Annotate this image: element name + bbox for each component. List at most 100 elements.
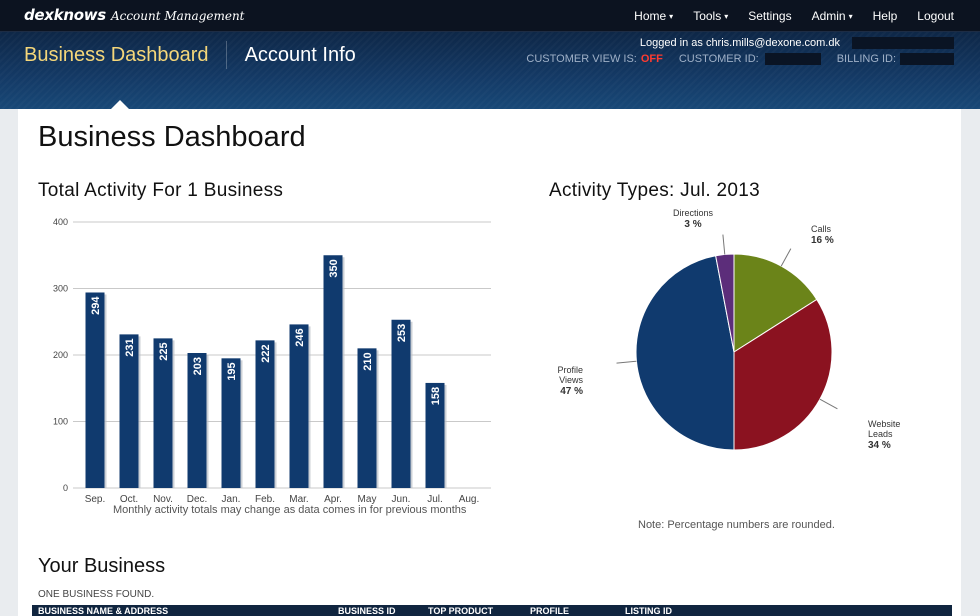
account-info-box: Logged in as chris.mills@dexone.com.dk C…: [526, 37, 954, 65]
pie-slice-name: Directions: [673, 208, 714, 218]
nav-help[interactable]: Help: [872, 9, 898, 23]
pie-slice: [733, 253, 818, 353]
tab-account-info[interactable]: Account Info: [244, 43, 356, 66]
app-subtitle: Account Management: [110, 9, 245, 23]
pie-slice-name: Profile: [557, 365, 583, 375]
x-tick-label: Jul.: [427, 494, 443, 505]
activity-chart-title: Total Activity For 1 Business: [38, 180, 284, 201]
types-note: Note: Percentage numbers are rounded.: [638, 519, 835, 531]
pie-leader-line: [780, 248, 792, 267]
bar: [255, 340, 275, 488]
pie-slice: [635, 255, 735, 451]
chevron-down-icon: ▾: [669, 12, 674, 21]
pie-slice-percent: 3 %: [684, 219, 701, 230]
bar-value-label: 225: [158, 342, 170, 360]
content-panel: Business Dashboard Total Activity For 1 …: [18, 109, 961, 616]
x-tick-label: May: [358, 494, 377, 505]
pie-leader-line: [819, 398, 838, 410]
pie-slice-name: Website: [868, 419, 900, 429]
bar-value-label: 246: [294, 328, 306, 346]
business-count: ONE BUSINESS FOUND.: [38, 589, 155, 600]
bar-chart: 0 100 200 300 400 294 Sep. 231 Oct. 225 Nov. 203 Dec…: [53, 217, 491, 505]
bar-value-label: 253: [396, 324, 408, 342]
bar-value-label: 350: [328, 259, 340, 277]
x-tick-label: Aug.: [459, 494, 480, 505]
pie-slice: [733, 298, 833, 451]
tab-divider: [225, 41, 227, 69]
top-navbar: dexknows Account Management Home ▾ Tools ▾ …: [0, 0, 980, 32]
bar-value-label: 195: [226, 362, 238, 380]
nav-logout[interactable]: Logout: [917, 9, 954, 23]
x-tick-label: Sep.: [85, 494, 106, 505]
bar: [119, 334, 139, 488]
customer-view-status[interactable]: OFF: [640, 53, 663, 65]
chevron-down-icon: ▾: [848, 12, 853, 21]
bar: [425, 382, 445, 488]
charts-canvas: 0 100 200 300 400 294 Sep. 231 Oct. 225 Nov. 203 Dec…: [53, 208, 900, 505]
pie-slice-percent: 47 %: [560, 386, 583, 397]
bar: [323, 255, 343, 488]
col-profile[interactable]: PROFILE: [530, 606, 570, 616]
business-table-header: BUSINESS NAME & ADDRESS BUSINESS ID TOP …: [32, 605, 952, 616]
logged-in-text: Logged in as chris.mills@dexone.com.dk: [639, 37, 840, 49]
tab-business-dashboard[interactable]: Business Dashboard: [24, 43, 209, 66]
pie-slice-name: Leads: [868, 429, 893, 439]
brand[interactable]: dexknows Account Management: [24, 6, 245, 25]
pie-leader-line: [722, 234, 726, 255]
pie-slice: [715, 253, 735, 353]
your-business-title: Your Business: [38, 555, 166, 577]
active-tab-pointer: [111, 100, 129, 109]
col-business-name[interactable]: BUSINESS NAME & ADDRESS: [38, 606, 169, 616]
x-tick-label: Nov.: [153, 494, 173, 505]
redacted-field: [852, 37, 954, 49]
bar-value-label: 231: [124, 338, 136, 356]
x-tick-label: Oct.: [120, 494, 138, 505]
col-listing-id[interactable]: LISTING ID: [625, 606, 672, 616]
billing-id-label: BILLING ID:: [836, 53, 896, 65]
header-tabs: Business Dashboard Account Info: [24, 41, 356, 69]
bar: [289, 324, 309, 488]
pie-slice-percent: 16 %: [811, 235, 834, 246]
bar-value-label: 222: [260, 344, 272, 362]
x-tick-label: Apr.: [324, 494, 342, 505]
bar-value-label: 294: [90, 296, 102, 315]
bar: [85, 292, 105, 488]
bar-value-label: 203: [192, 357, 204, 375]
nav-settings[interactable]: Settings: [748, 9, 792, 23]
billing-id-value: [900, 53, 954, 65]
top-nav-menu: Home ▾ Tools ▾ Settings Admin ▾ Help Logout: [614, 9, 954, 23]
bar-value-label: 158: [430, 387, 442, 405]
bar: [391, 319, 411, 488]
nav-tools[interactable]: Tools ▾: [693, 9, 729, 23]
customer-id-label: CUSTOMER ID:: [678, 53, 759, 65]
y-tick-label: 100: [53, 417, 68, 427]
customer-id-value: [764, 53, 821, 65]
x-tick-label: Jun.: [392, 494, 411, 505]
logo[interactable]: dexknows: [24, 6, 106, 24]
page-title: Business Dashboard: [38, 121, 306, 153]
bar: [153, 338, 173, 488]
x-tick-label: Jan.: [222, 494, 241, 505]
header-band: [0, 32, 980, 109]
y-tick-label: 400: [53, 217, 68, 227]
pie-leader-line: [616, 360, 637, 364]
activity-note: Monthly activity totals may change as da…: [113, 504, 467, 516]
x-tick-label: Feb.: [255, 494, 275, 505]
bar-value-label: 210: [362, 352, 374, 370]
nav-admin[interactable]: Admin ▾: [811, 9, 853, 23]
bar: [221, 358, 241, 488]
types-chart-title: Activity Types: Jul. 2013: [549, 180, 760, 201]
pie-slice-name: Views: [559, 375, 583, 385]
x-tick-label: Dec.: [187, 494, 208, 505]
y-tick-label: 200: [53, 350, 68, 360]
bar: [187, 353, 207, 488]
customer-view-label: CUSTOMER VIEW IS:: [526, 53, 637, 65]
y-tick-label: 300: [53, 284, 68, 294]
pie-slice-name: Calls: [811, 224, 832, 234]
col-business-id[interactable]: BUSINESS ID: [338, 606, 396, 616]
pie-slice-percent: 34 %: [868, 440, 891, 451]
col-top-product[interactable]: TOP PRODUCT: [428, 606, 494, 616]
x-tick-label: Mar.: [289, 494, 308, 505]
nav-home[interactable]: Home ▾: [634, 9, 674, 23]
